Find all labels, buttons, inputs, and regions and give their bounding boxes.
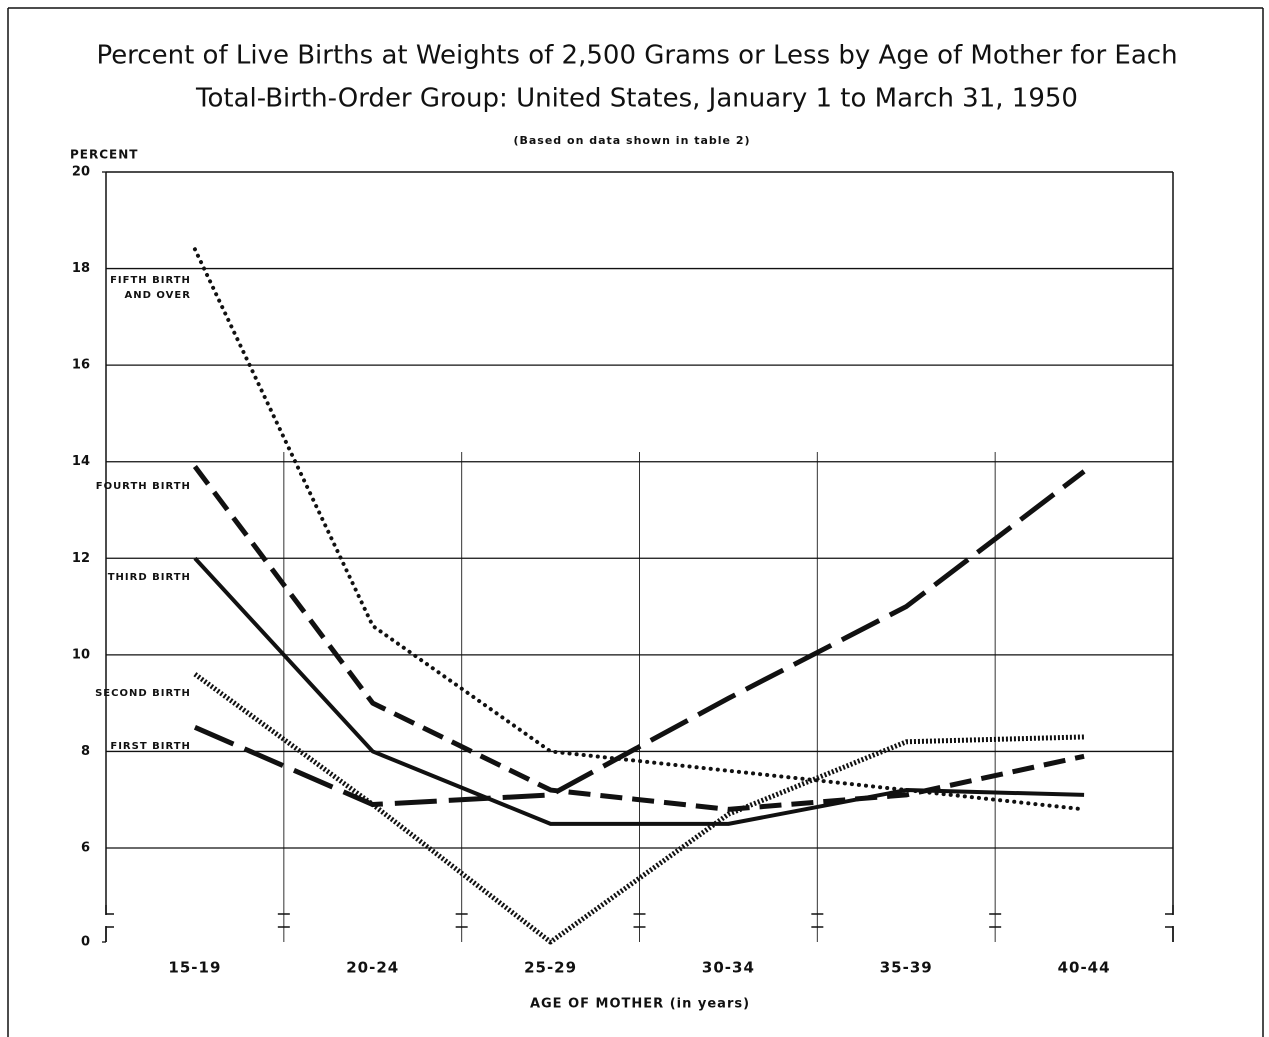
series-line <box>193 469 1086 808</box>
x-tick-label: 15-19 <box>168 959 221 977</box>
break-mark <box>105 905 114 915</box>
series-label: FIFTH BIRTH AND OVER <box>110 275 191 302</box>
series-label: FOURTH BIRTH <box>95 480 191 492</box>
y-tick-label: 10 <box>72 647 90 662</box>
x-axis-label: AGE OF MOTHER (in years) <box>530 997 750 1012</box>
series-line <box>193 556 1085 826</box>
x-tick-label: 20-24 <box>346 959 399 977</box>
break-gap <box>104 915 108 926</box>
x-tick-label: 30-34 <box>702 959 755 977</box>
series-line <box>192 465 1085 812</box>
break-mark <box>1165 905 1174 915</box>
y-tick-label: 0 <box>81 935 90 950</box>
break-mark <box>1165 926 1174 942</box>
chart-title: Percent of Live Births at Weights of 2,5… <box>96 41 1177 71</box>
y-tick-label: 14 <box>72 454 90 469</box>
y-tick-label: 12 <box>72 551 90 566</box>
series-label: SECOND BIRTH <box>95 688 191 700</box>
y-axis-label: PERCENT <box>70 148 138 162</box>
series-line <box>193 672 1085 945</box>
x-tick-label: 25-29 <box>524 959 577 977</box>
y-tick-label: 6 <box>81 841 90 856</box>
y-tick-label: 18 <box>72 261 90 276</box>
x-tick-label: 40-44 <box>1058 959 1111 977</box>
series-line <box>192 247 1087 812</box>
x-tick-label: 35-39 <box>880 959 933 977</box>
break-mark <box>105 926 114 942</box>
y-tick-label: 20 <box>72 165 90 180</box>
y-tick-label: 8 <box>81 744 90 759</box>
chart-title: Total-Birth-Order Group: United States, … <box>195 84 1078 114</box>
series-label: FIRST BIRTH <box>110 741 191 753</box>
series-label: THIRD BIRTH <box>107 572 191 584</box>
subtitle: (Based on data shown in table 2) <box>513 134 750 147</box>
break-gap <box>1171 915 1175 926</box>
y-tick-label: 16 <box>72 358 90 373</box>
